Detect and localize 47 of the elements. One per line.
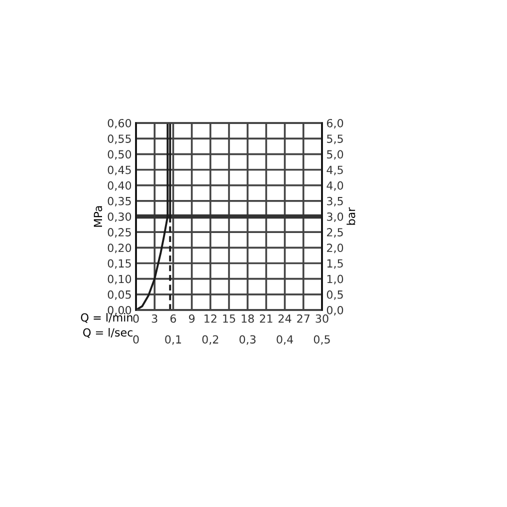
y-tick-label: 0,40 bbox=[108, 181, 132, 191]
y2-tick-label: 3,5 bbox=[327, 196, 343, 206]
y2-tick-label: 0,5 bbox=[326, 290, 343, 300]
y2-tick-label: 1,0 bbox=[327, 274, 344, 284]
y2-tick-label: 5,5 bbox=[327, 134, 343, 144]
y-tick-label: 0,25 bbox=[108, 228, 131, 238]
y2-tick-label: 0,0 bbox=[326, 306, 344, 316]
y-tick-label: 0,15 bbox=[108, 259, 131, 269]
y2-tick-label: 5,0 bbox=[327, 150, 344, 160]
y-axis-title: MPa bbox=[94, 206, 102, 227]
y2-tick-label: 6,0 bbox=[326, 118, 344, 129]
x-tick-label: 9 bbox=[188, 314, 195, 323]
y-tick-label: 0,10 bbox=[108, 274, 132, 284]
y2-tick-label: 1,5 bbox=[327, 259, 343, 269]
y-tick-label: 0,05 bbox=[108, 290, 131, 300]
y2-tick-label: 4,0 bbox=[326, 181, 344, 191]
x2-tick-label: 0,2 bbox=[202, 335, 218, 345]
x2-tick-label: 0,3 bbox=[240, 335, 256, 345]
x-tick-label: 0 bbox=[133, 314, 139, 323]
y2-tick-label: 2,0 bbox=[326, 244, 344, 254]
x-axis-title: Q = l/min bbox=[80, 313, 132, 323]
x-tick-label: 6 bbox=[170, 314, 176, 323]
y2-tick-label: 3,0 bbox=[327, 212, 344, 222]
y-tick-label: 0,60 bbox=[108, 118, 132, 129]
y-tick-label: 0,30 bbox=[108, 212, 132, 222]
x-tick-label: 30 bbox=[316, 314, 328, 323]
y-tick-label: 0,35 bbox=[108, 196, 131, 206]
y-tick-label: 0,20 bbox=[108, 244, 132, 254]
x2-tick-label: 0,4 bbox=[276, 335, 294, 345]
x-tick-label: 3 bbox=[152, 314, 158, 323]
x-tick-label: 21 bbox=[260, 314, 272, 323]
y-tick-label: 0,55 bbox=[108, 134, 131, 144]
x-tick-label: 12 bbox=[204, 314, 216, 323]
y-tick-label: 0,00 bbox=[108, 306, 132, 316]
y2-tick-label: 2,5 bbox=[326, 228, 343, 238]
y-tick-label: 0,45 bbox=[108, 166, 131, 176]
x-tick-label: 15 bbox=[223, 314, 236, 323]
x-tick-label: 27 bbox=[297, 314, 310, 323]
x-tick-label: 18 bbox=[242, 314, 254, 323]
x2-tick-label: 0,1 bbox=[165, 335, 182, 345]
x-tick-label: 24 bbox=[278, 314, 292, 323]
y2-axis-title: bar bbox=[346, 207, 356, 225]
y2-tick-label: 4,5 bbox=[326, 166, 343, 176]
x2-tick-label: 0,5 bbox=[314, 335, 330, 345]
x2-axis-title: Q = l/sec bbox=[83, 328, 133, 338]
x2-tick-label: 0 bbox=[133, 335, 139, 344]
y-tick-label: 0,50 bbox=[108, 150, 132, 160]
